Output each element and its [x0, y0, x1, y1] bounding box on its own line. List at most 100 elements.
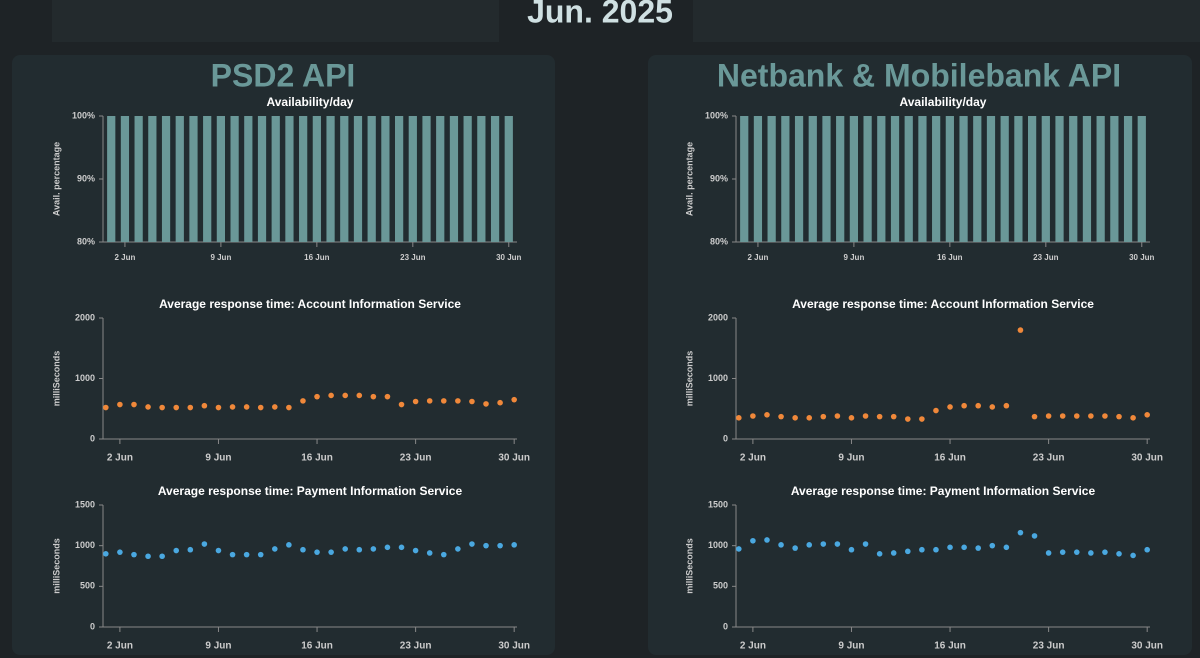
- point: [1088, 550, 1094, 556]
- bar: [161, 116, 171, 242]
- point: [1059, 413, 1066, 419]
- x-tick-label: 30 Jun: [498, 641, 530, 652]
- point: [229, 404, 236, 410]
- bar: [134, 116, 143, 242]
- point: [750, 537, 756, 544]
- bar: [504, 116, 513, 242]
- bar: [959, 116, 968, 242]
- point: [989, 404, 996, 410]
- bar: [436, 116, 445, 242]
- point: [426, 398, 433, 404]
- point: [173, 547, 180, 554]
- point: [201, 402, 208, 409]
- y-tick-label: 80%: [710, 236, 728, 246]
- bar: [299, 116, 308, 242]
- point: [131, 401, 137, 408]
- bar: [353, 116, 363, 242]
- x-tick-label: 23 Jun: [400, 641, 432, 652]
- x-tick-label: 23 Jun: [1033, 253, 1058, 262]
- x-tick-label: 16 Jun: [934, 453, 966, 464]
- point: [1130, 415, 1136, 421]
- chart-title: Average response time: Account Informati…: [792, 297, 1094, 311]
- point: [834, 541, 841, 547]
- y-tick-label: 500: [80, 581, 95, 591]
- point: [750, 413, 756, 419]
- bar: [808, 116, 817, 242]
- bar: [904, 116, 913, 242]
- point: [370, 546, 377, 552]
- point: [455, 546, 461, 552]
- point: [933, 407, 939, 414]
- point: [483, 401, 489, 407]
- bar: [216, 116, 226, 242]
- point: [961, 544, 967, 551]
- y-tick-label: 0: [90, 621, 95, 631]
- point: [834, 413, 841, 419]
- x-tick-label: 9 Jun: [205, 453, 231, 464]
- point: [286, 404, 292, 411]
- point: [806, 415, 813, 421]
- y-tick-label: 1000: [75, 373, 95, 383]
- point: [257, 404, 264, 411]
- point: [271, 546, 278, 552]
- panel-title: Netbank & Mobilebank API: [717, 57, 1121, 93]
- y-tick-label: 0: [90, 433, 95, 443]
- y-axis-label: milliSeconds: [51, 538, 61, 594]
- y-tick-label: 500: [713, 581, 728, 591]
- point: [469, 541, 475, 547]
- point: [792, 415, 798, 421]
- bar: [230, 116, 239, 242]
- bar: [836, 116, 845, 242]
- point: [876, 413, 883, 420]
- x-tick-label: 9 Jun: [838, 453, 864, 464]
- point: [328, 549, 334, 555]
- y-tick-label: 0: [723, 433, 728, 443]
- chart-title: Availability/day: [267, 95, 354, 109]
- point: [215, 547, 222, 554]
- point: [511, 542, 517, 548]
- point: [314, 393, 320, 400]
- point: [497, 542, 503, 549]
- point: [117, 549, 123, 555]
- x-tick-label: 23 Jun: [400, 453, 432, 464]
- point: [370, 393, 377, 400]
- bar: [822, 116, 831, 242]
- point: [820, 541, 827, 547]
- point: [1130, 552, 1136, 559]
- bar: [1055, 116, 1064, 242]
- bar: [463, 116, 472, 242]
- bar: [1096, 116, 1105, 242]
- point: [412, 547, 419, 554]
- bar: [1137, 116, 1146, 242]
- point: [103, 551, 109, 557]
- x-tick-label: 16 Jun: [304, 253, 329, 262]
- point: [989, 542, 996, 549]
- chart-title: Availability/day: [900, 95, 987, 109]
- bar: [1000, 116, 1009, 242]
- point: [1144, 412, 1150, 418]
- x-tick-label: 30 Jun: [1131, 641, 1163, 652]
- point: [173, 404, 180, 411]
- chart-title: Average response time: Account Informati…: [159, 297, 461, 311]
- x-tick-label: 9 Jun: [210, 253, 231, 262]
- y-tick-label: 100%: [705, 110, 728, 120]
- point: [398, 544, 405, 551]
- point: [243, 404, 250, 410]
- point: [933, 546, 939, 553]
- point: [426, 550, 433, 556]
- page-title: Jun. 2025: [527, 0, 673, 29]
- point: [1003, 544, 1010, 551]
- point: [159, 553, 165, 560]
- point: [848, 546, 855, 553]
- bar: [244, 116, 253, 242]
- x-tick-label: 2 Jun: [740, 453, 766, 464]
- point: [440, 398, 447, 404]
- point: [919, 546, 925, 553]
- point: [1031, 533, 1038, 539]
- point: [904, 548, 911, 555]
- bar: [767, 116, 776, 242]
- point: [1059, 549, 1066, 555]
- point: [1045, 550, 1052, 556]
- bar: [340, 116, 349, 242]
- x-tick-label: 30 Jun: [1131, 453, 1163, 464]
